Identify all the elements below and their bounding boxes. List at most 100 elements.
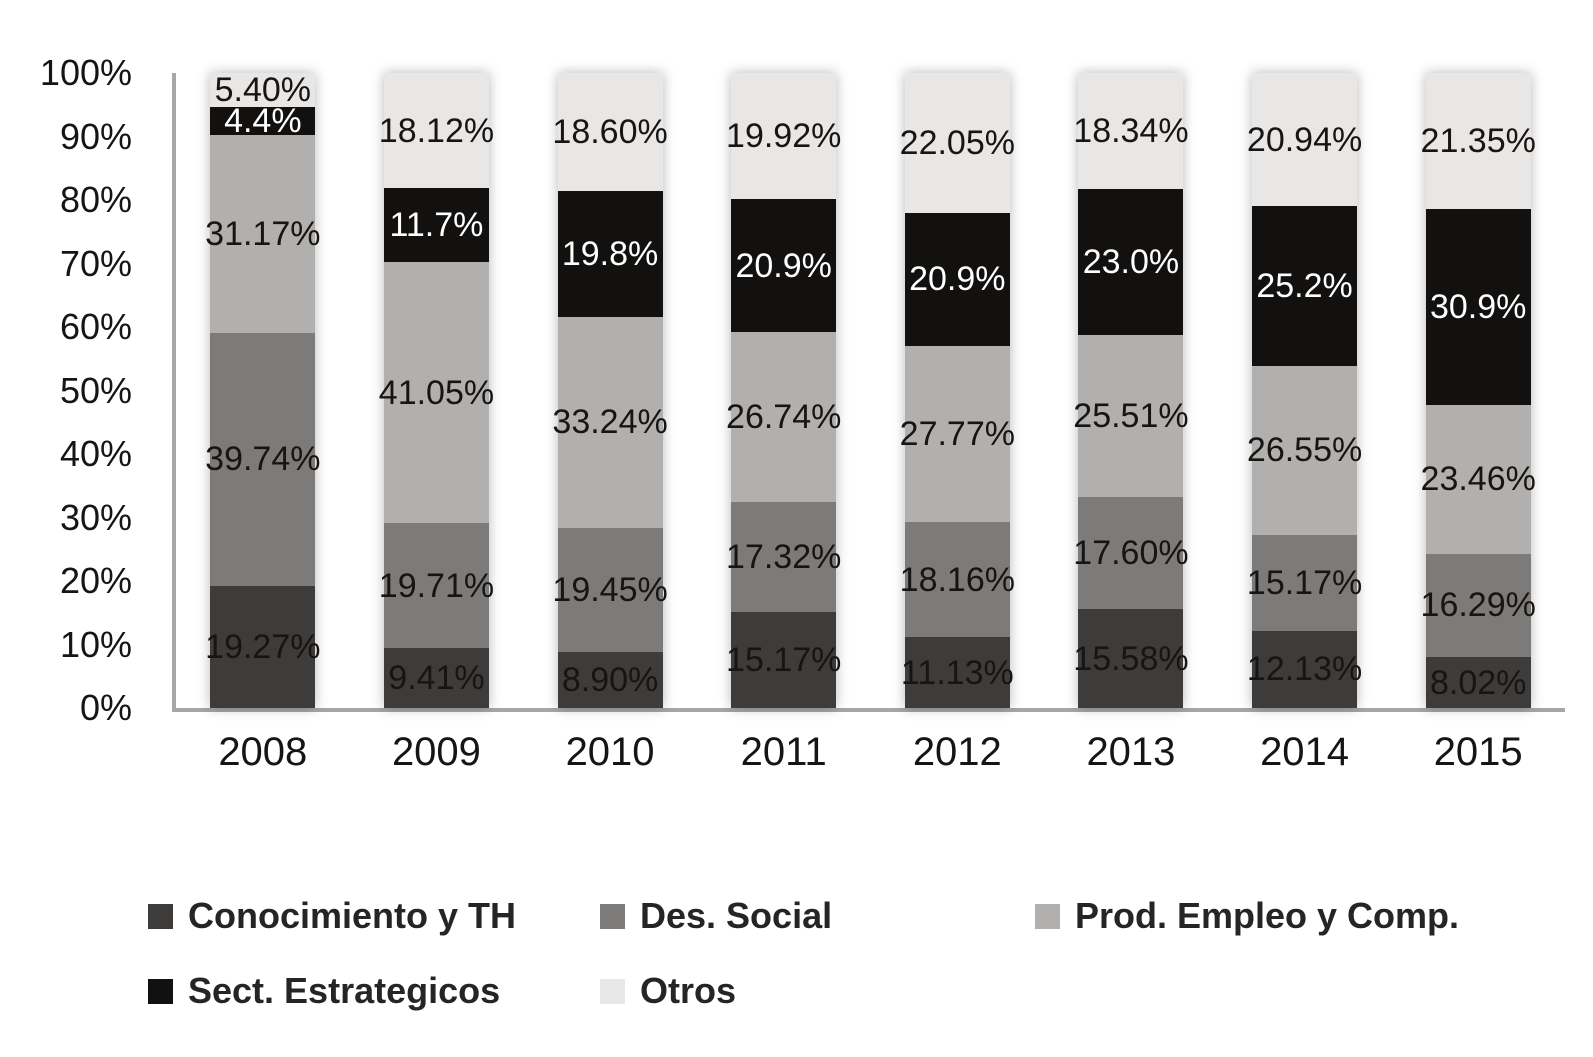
segment-label-2012-sect-estrategicos: 20.9% xyxy=(909,260,1006,299)
segment-2014-conocimiento-y-th: 12.13% xyxy=(1247,630,1362,708)
segment-2011-conocimiento-y-th: 15.17% xyxy=(726,611,841,708)
segment-label-2014-otros: 20.94% xyxy=(1246,120,1363,159)
segment-2010-sect-estrategicos: 19.8% xyxy=(557,191,663,317)
segment-label-2012-prod-empleo-y-comp: 27.77% xyxy=(899,414,1015,453)
legend-item-conocimiento-y-th: Conocimiento y TH xyxy=(148,893,516,939)
segment-label-2010-otros: 18.60% xyxy=(552,113,668,152)
x-tick-2011: 2011 xyxy=(740,730,827,774)
segment-2013-otros: 18.34% xyxy=(1073,73,1189,190)
segment-2010-otros: 18.60% xyxy=(552,73,668,192)
legend-label-sect-estrategicos: Sect. Estrategicos xyxy=(188,970,501,1011)
segment-label-2015-otros: 21.35% xyxy=(1420,121,1536,160)
segment-2009-otros: 18.12% xyxy=(379,73,494,189)
segment-2015-conocimiento-y-th: 8.02% xyxy=(1425,657,1531,708)
bar-column-2015: 8.02% 16.29% 23.46% 30.9% 21.35% xyxy=(1391,72,1565,708)
legend-swatch-icon xyxy=(1035,903,1060,929)
segment-label-2011-otros: 19.92% xyxy=(726,117,842,156)
segment-label-2009-conocimiento-y-th: 9.41% xyxy=(388,659,485,698)
y-tick-0: 0% xyxy=(79,687,132,728)
segment-label-2012-conocimiento-y-th: 11.13% xyxy=(900,653,1014,692)
y-tick-40: 40% xyxy=(59,433,132,474)
segment-label-2015-conocimiento-y-th: 8.02% xyxy=(1429,663,1527,702)
segment-2009-des-social: 19.71% xyxy=(379,523,494,649)
segment-label-2015-des-social: 16.29% xyxy=(1420,586,1536,625)
segment-2012-conocimiento-y-th: 11.13% xyxy=(901,637,1014,708)
segment-label-2010-des-social: 19.45% xyxy=(552,570,668,609)
segment-2014-otros: 20.94% xyxy=(1247,73,1362,207)
stacked-bar-2009: 9.41% 19.71% 41.05% 11.7% 18.12% xyxy=(379,73,494,708)
segment-2015-des-social: 16.29% xyxy=(1421,553,1536,658)
legend-swatch-icon xyxy=(148,903,173,929)
x-tick-2015: 2015 xyxy=(1433,730,1523,774)
segment-label-2014-sect-estrategicos: 25.2% xyxy=(1256,267,1353,306)
y-tick-10: 10% xyxy=(59,623,132,665)
legend-item-sect-estrategicos: Sect. Estrategicos xyxy=(148,968,500,1014)
segment-2010-prod-empleo-y-comp: 33.24% xyxy=(552,316,668,528)
segment-2013-sect-estrategicos: 23.0% xyxy=(1078,189,1184,336)
x-tick-2009: 2009 xyxy=(391,730,481,774)
segment-label-2013-otros: 18.34% xyxy=(1073,112,1189,151)
segment-2014-sect-estrategicos: 25.2% xyxy=(1252,206,1358,367)
segment-2008-des-social: 39.74% xyxy=(205,333,320,586)
x-tick-2014: 2014 xyxy=(1260,730,1350,774)
segment-2013-conocimiento-y-th: 15.58% xyxy=(1073,609,1189,708)
x-tick-2008: 2008 xyxy=(218,730,308,774)
legend-label-prod-empleo-y-comp: Prod. Empleo y Comp. xyxy=(1075,895,1460,936)
segment-label-2015-sect-estrategicos: 30.9% xyxy=(1429,287,1527,326)
segment-2011-prod-empleo-y-comp: 26.74% xyxy=(726,332,841,502)
legend-label-des-social: Des. Social xyxy=(640,895,833,936)
segment-2011-otros: 19.92% xyxy=(726,73,841,200)
bar-column-2014: 12.13% 15.17% 26.55% 25.2% 20.94% xyxy=(1218,73,1392,708)
segment-label-2010-conocimiento-y-th: 8.90% xyxy=(561,660,659,699)
legend-label-otros: Otros xyxy=(640,970,737,1011)
stacked-bar-2010: 8.90% 19.45% 33.24% 19.8% 18.60% xyxy=(552,73,668,708)
y-tick-50: 50% xyxy=(59,369,132,411)
bar-column-2013: 15.58% 17.60% 25.51% 23.0% 18.34% xyxy=(1044,73,1218,708)
segment-2008-sect-estrategicos: 4.4% xyxy=(210,102,316,141)
stacked-bar-2015: 8.02% 16.29% 23.46% 30.9% 21.35% xyxy=(1421,72,1536,708)
bars-row: 19.27% 39.74% 31.17% 4.4% 5.40% 9.41% 19.71% 41… xyxy=(176,71,1565,708)
segment-label-2008-conocimiento-y-th: 19.27% xyxy=(205,627,321,666)
segment-2015-sect-estrategicos: 30.9% xyxy=(1425,208,1531,405)
segment-label-2008-sect-estrategicos: 4.4% xyxy=(224,102,302,141)
segment-label-2010-sect-estrategicos: 19.8% xyxy=(561,235,659,274)
legend-swatch-icon xyxy=(148,978,173,1004)
segment-2008-prod-empleo-y-comp: 31.17% xyxy=(205,135,320,334)
legend-item-prod-empleo-y-comp: Prod. Empleo y Comp. xyxy=(1035,893,1459,939)
y-tick-70: 70% xyxy=(59,242,132,284)
segment-2015-otros: 21.35% xyxy=(1421,72,1536,209)
segment-2012-des-social: 18.16% xyxy=(900,522,1015,638)
segment-label-2009-otros: 18.12% xyxy=(378,111,495,150)
y-tick-100: 100% xyxy=(39,52,132,93)
y-tick-80: 80% xyxy=(59,179,132,220)
segment-label-2014-prod-empleo-y-comp: 26.55% xyxy=(1246,431,1363,470)
segment-label-2008-otros: 5.40% xyxy=(214,71,312,110)
segment-label-2011-sect-estrategicos: 20.9% xyxy=(735,246,832,285)
segment-label-2014-des-social: 15.17% xyxy=(1246,563,1363,602)
stacked-bar-2012: 11.13% 18.16% 27.77% 20.9% 22.05% xyxy=(900,72,1015,708)
segment-2014-des-social: 15.17% xyxy=(1247,534,1362,631)
segment-2013-des-social: 17.60% xyxy=(1073,497,1189,610)
legend-label-conocimiento-y-th: Conocimiento y TH xyxy=(188,895,517,936)
segment-2008-conocimiento-y-th: 19.27% xyxy=(205,585,320,708)
segment-2009-prod-empleo-y-comp: 41.05% xyxy=(379,262,494,524)
segment-2011-des-social: 17.32% xyxy=(726,501,841,612)
segment-label-2013-des-social: 17.60% xyxy=(1073,534,1189,573)
segment-label-2013-prod-empleo-y-comp: 25.51% xyxy=(1073,397,1189,436)
x-tick-2010: 2010 xyxy=(565,730,655,774)
segment-label-2011-prod-empleo-y-comp: 26.74% xyxy=(726,397,842,436)
segment-label-2009-sect-estrategicos: 11.7% xyxy=(389,206,484,245)
legend-swatch-icon xyxy=(600,978,625,1004)
segment-2012-sect-estrategicos: 20.9% xyxy=(904,213,1010,346)
legend-item-otros: Otros xyxy=(600,968,736,1014)
segment-label-2013-conocimiento-y-th: 15.58% xyxy=(1073,639,1189,678)
segment-label-2014-conocimiento-y-th: 12.13% xyxy=(1246,650,1363,689)
plot-area: 19.27% 39.74% 31.17% 4.4% 5.40% 9.41% 19.71% 41… xyxy=(172,71,1565,712)
y-axis: 100% 90% 80% 70% 60% 50% 40% 30% 20% 10% 0% xyxy=(0,55,132,726)
segment-label-2010-prod-empleo-y-comp: 33.24% xyxy=(552,403,668,442)
segment-label-2012-des-social: 18.16% xyxy=(899,560,1015,599)
segment-label-2011-conocimiento-y-th: 15.17% xyxy=(726,640,842,679)
segment-2015-prod-empleo-y-comp: 23.46% xyxy=(1421,404,1536,554)
x-tick-2013: 2013 xyxy=(1086,730,1176,774)
